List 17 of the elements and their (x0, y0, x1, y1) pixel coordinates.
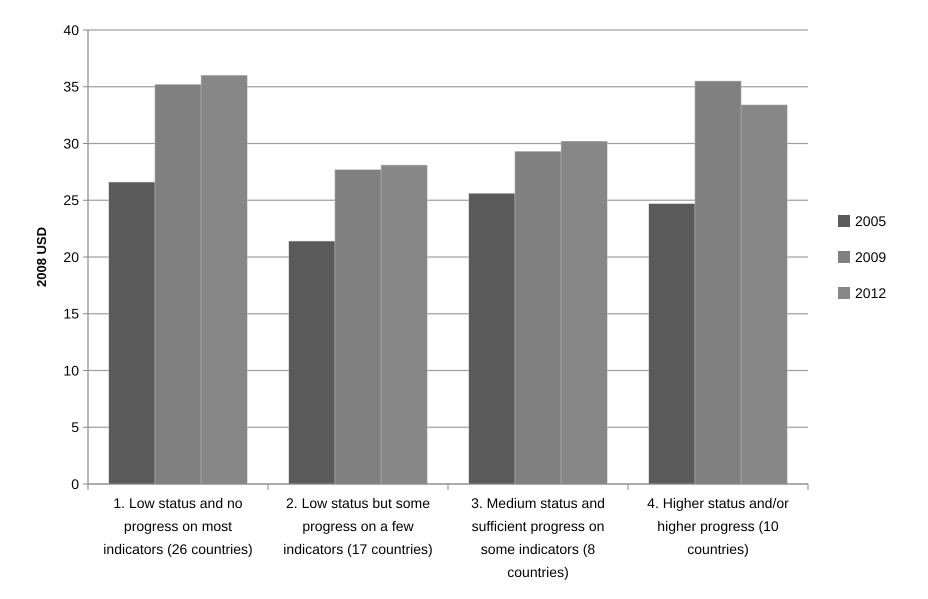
y-tick-label: 5 (71, 419, 80, 436)
y-tick-label: 40 (63, 22, 80, 38)
y-tick-label: 0 (71, 476, 80, 492)
x-tick-label: 1. Low status and no progress on most indicators (26 countries) (103, 495, 253, 557)
y-axis-title: 2008 USD (34, 227, 49, 287)
x-tick-label: 3. Medium status and sufficient progress on some indicators (8 countries) (471, 495, 605, 580)
x-tick-label: 2. Low status but some progress on a few indicators (17 countries) (283, 495, 433, 557)
legend-label: 2012 (855, 284, 886, 301)
y-tick-label: 30 (63, 135, 80, 152)
y-tick-label: 10 (63, 362, 80, 378)
y-tick-label: 15 (63, 306, 80, 322)
legend-label: 2009 (855, 248, 886, 265)
x-tick-label: 4. Higher status and/or higher progress (10 countries) (647, 495, 790, 557)
y-tick-label: 25 (63, 192, 80, 208)
legend-label: 2005 (855, 212, 886, 229)
y-tick-label: 35 (63, 78, 80, 95)
y-tick-label: 20 (63, 248, 80, 265)
